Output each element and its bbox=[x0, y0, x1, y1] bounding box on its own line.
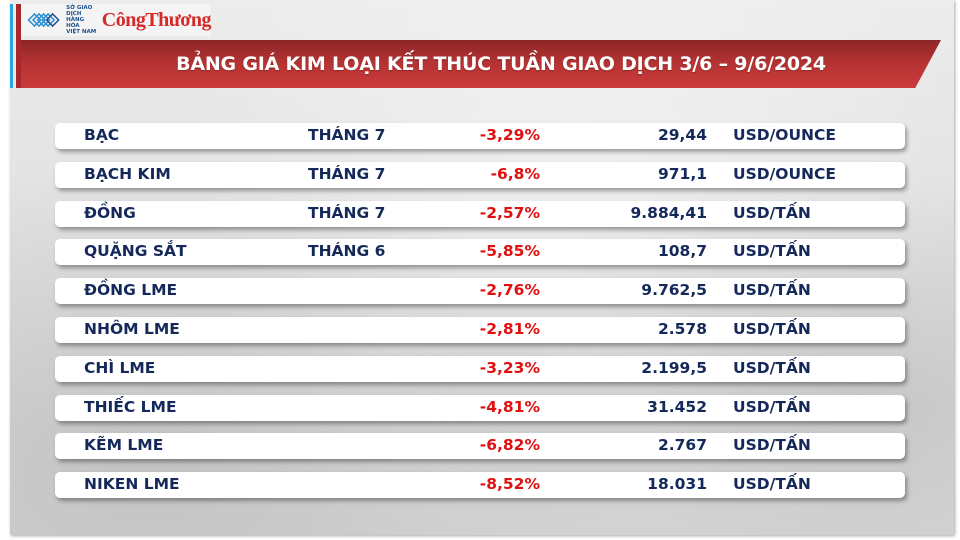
table-row: CHÌ LME -3,23% 2.199,5 USD/TẤN bbox=[55, 355, 905, 382]
price-value: 18.031 bbox=[647, 475, 707, 494]
table-row: ĐỒNG THÁNG 7 -2,57% 9.884,41 USD/TẤN bbox=[55, 200, 905, 227]
price-value: 108,7 bbox=[657, 242, 707, 261]
table-row: BẠC THÁNG 7 -3,29% 29,44 USD/OUNCE bbox=[55, 123, 905, 149]
header-logos: SỞ GIAO DỊCH HÀNG HÓA VIỆT NAM CôngThươn… bbox=[21, 4, 212, 36]
price-unit: USD/OUNCE bbox=[733, 164, 836, 183]
price-unit: USD/TẤN bbox=[733, 242, 811, 261]
price-unit: USD/TẤN bbox=[733, 281, 811, 300]
price-value: 971,1 bbox=[657, 164, 707, 183]
price-change: -5,85% bbox=[479, 242, 540, 261]
price-unit: USD/TẤN bbox=[733, 475, 811, 494]
logo-text-line: HÀNG HÓA bbox=[66, 17, 85, 29]
price-change: -2,76% bbox=[479, 281, 540, 300]
exchange-logo-icon bbox=[27, 12, 60, 28]
price-change: -2,81% bbox=[479, 319, 540, 338]
table-row: THIẾC LME -4,81% 31.452 USD/TẤN bbox=[55, 394, 905, 421]
metal-name: ĐỒNG LME bbox=[84, 281, 178, 300]
metal-name: BẠCH KIM bbox=[84, 164, 171, 183]
metal-name: NIKEN LME bbox=[84, 475, 180, 494]
metal-name: THIẾC LME bbox=[84, 397, 177, 416]
page-title: BẢNG GIÁ KIM LOẠI KẾT THÚC TUẦN GIAO DỊC… bbox=[176, 53, 826, 75]
price-value: 2.199,5 bbox=[641, 358, 707, 377]
metal-name: QUẶNG SẮT bbox=[84, 242, 187, 261]
contract-month: THÁNG 7 bbox=[308, 126, 386, 144]
price-value: 9.762,5 bbox=[641, 281, 707, 300]
accent-bar-red bbox=[16, 4, 21, 88]
logo-text-line: SỞ GIAO DỊCH bbox=[66, 5, 93, 17]
metal-name: ĐỒNG bbox=[84, 203, 136, 222]
metal-name: KẼM LME bbox=[84, 436, 164, 455]
price-change: -3,29% bbox=[479, 126, 540, 144]
price-unit: USD/TẤN bbox=[733, 358, 811, 377]
metal-name: BẠC bbox=[84, 126, 120, 144]
price-unit: USD/TẤN bbox=[733, 203, 811, 222]
price-unit: USD/TẤN bbox=[733, 436, 811, 455]
exchange-logo-text: SỞ GIAO DỊCH HÀNG HÓA VIỆT NAM bbox=[66, 5, 98, 35]
table-row: ĐỒNG LME -2,76% 9.762,5 USD/TẤN bbox=[55, 278, 905, 305]
price-value: 31.452 bbox=[647, 397, 707, 416]
logo-text-line: VIỆT NAM bbox=[66, 29, 97, 35]
metal-name: CHÌ LME bbox=[84, 358, 156, 377]
price-value: 2.578 bbox=[657, 319, 707, 338]
contract-month: THÁNG 7 bbox=[308, 203, 386, 222]
contract-month: THÁNG 6 bbox=[308, 242, 386, 261]
congthuong-logo: CôngThương bbox=[101, 8, 212, 31]
metal-name: NHÔM LME bbox=[84, 319, 180, 338]
accent-bar-blue bbox=[10, 4, 13, 88]
table-row: NIKEN LME -8,52% 18.031 USD/TẤN bbox=[55, 472, 905, 499]
price-unit: USD/OUNCE bbox=[733, 126, 836, 144]
price-unit: USD/TẤN bbox=[733, 319, 811, 338]
price-value: 2.767 bbox=[657, 436, 707, 455]
table-row: NHÔM LME -2,81% 2.578 USD/TẤN bbox=[55, 316, 905, 343]
price-change: -6,82% bbox=[479, 436, 540, 455]
price-table: BẠC THÁNG 7 -3,29% 29,44 USD/OUNCE BẠCH … bbox=[55, 123, 905, 511]
price-unit: USD/TẤN bbox=[733, 397, 811, 416]
price-change: -6,8% bbox=[490, 164, 540, 183]
price-change: -2,57% bbox=[479, 203, 540, 222]
table-row: BẠCH KIM THÁNG 7 -6,8% 971,1 USD/OUNCE bbox=[55, 161, 905, 188]
table-row: QUẶNG SẮT THÁNG 6 -5,85% 108,7 USD/TẤN bbox=[55, 239, 905, 266]
contract-month: THÁNG 7 bbox=[308, 164, 386, 183]
price-value: 29,44 bbox=[657, 126, 707, 144]
price-value: 9.884,41 bbox=[630, 203, 708, 222]
price-change: -4,81% bbox=[479, 397, 540, 416]
table-row: KẼM LME -6,82% 2.767 USD/TẤN bbox=[55, 433, 905, 460]
price-change: -3,23% bbox=[479, 358, 540, 377]
price-change: -8,52% bbox=[479, 475, 540, 494]
title-banner: BẢNG GIÁ KIM LOẠI KẾT THÚC TUẦN GIAO DỊC… bbox=[21, 40, 941, 88]
